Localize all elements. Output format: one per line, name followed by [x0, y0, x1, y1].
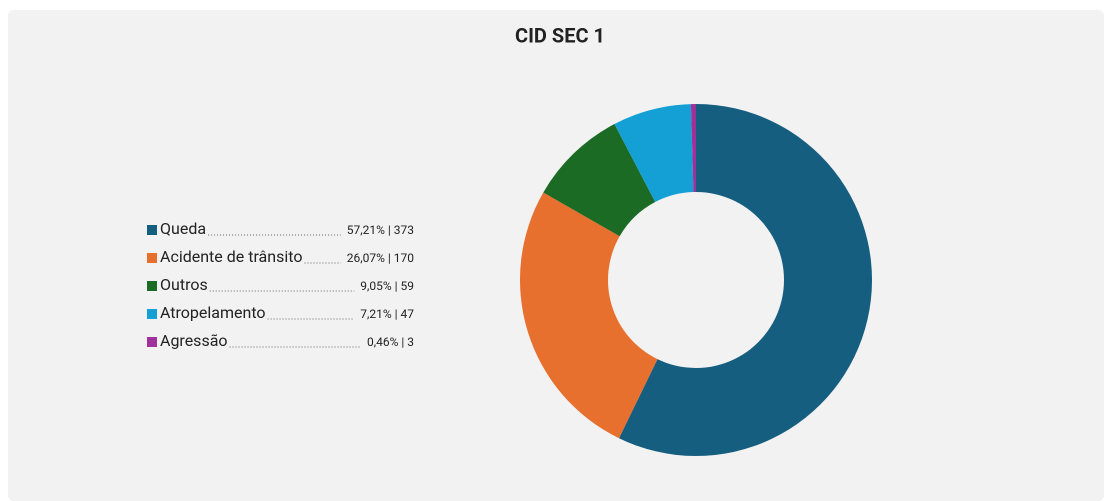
- chart-title: CID SEC 1: [515, 23, 605, 47]
- donut-slice: [690, 104, 696, 193]
- legend-label: Agressão: [160, 331, 228, 350]
- legend-value: 7,21% | 47: [360, 307, 414, 321]
- donut-slice: [519, 192, 658, 439]
- donut-slice: [543, 124, 656, 237]
- legend-label: Queda: [160, 219, 206, 238]
- legend-swatch: [147, 225, 157, 235]
- legend-value: 0,46% | 3: [367, 335, 414, 349]
- legend-label: Acidente de trânsito: [160, 247, 302, 266]
- legend-swatch: [147, 253, 157, 263]
- legend-label: Outros: [160, 275, 208, 294]
- donut-slice: [618, 104, 873, 456]
- donut-slice: [614, 104, 694, 203]
- legend-value: 57,21% | 373: [347, 223, 414, 237]
- legend-value: 26,07% | 170: [347, 251, 414, 265]
- legend-swatch: [147, 337, 157, 347]
- legend-value: 9,05% | 59: [360, 279, 414, 293]
- legend-swatch: [147, 309, 157, 319]
- legend-label: Atropelamento: [160, 303, 266, 322]
- legend-swatch: [147, 281, 157, 291]
